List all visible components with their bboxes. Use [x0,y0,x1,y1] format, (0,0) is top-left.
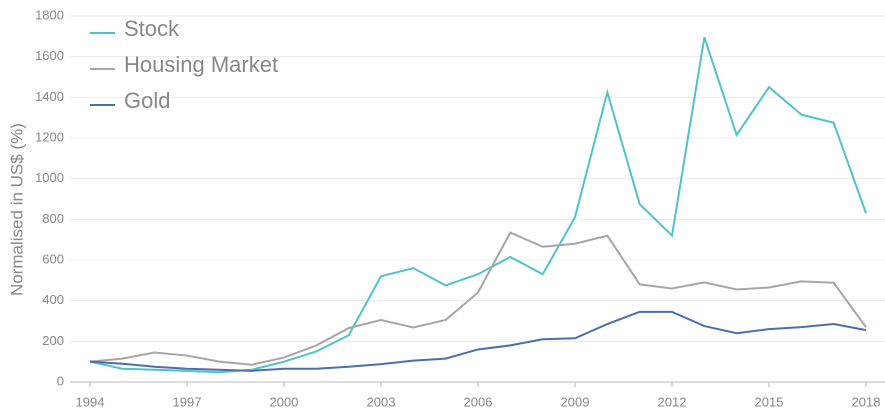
y-tick-label: 1200 [35,129,64,144]
x-tick-label: 1997 [173,394,202,409]
y-tick-label: 800 [42,211,64,226]
x-tick-label: 2000 [270,394,299,409]
y-tick-label: 0 [57,373,64,388]
y-tick-label: 1800 [35,7,64,22]
legend-label: Housing Market [124,52,278,77]
legend-label: Gold [124,88,170,113]
x-tick-label: 2015 [755,394,784,409]
line-series [89,231,867,366]
legend-label: Stock [124,16,180,41]
line-series [89,310,867,372]
x-tick-label: 2009 [561,394,590,409]
line-series [89,37,867,374]
y-tick-label: 200 [42,333,64,348]
x-tick-label: 2018 [852,394,881,409]
y-axis-label: Normalised in US$ (%) [7,123,26,296]
x-tick-label: 2003 [367,394,396,409]
x-tick-label: 1994 [76,394,105,409]
y-tick-label: 1000 [35,170,64,185]
y-tick-label: 400 [42,292,64,307]
x-tick-label: 2012 [658,394,687,409]
x-tick-label: 2006 [464,394,493,409]
y-tick-label: 600 [42,251,64,266]
y-tick-label: 1600 [35,48,64,63]
y-tick-label: 1400 [35,89,64,104]
